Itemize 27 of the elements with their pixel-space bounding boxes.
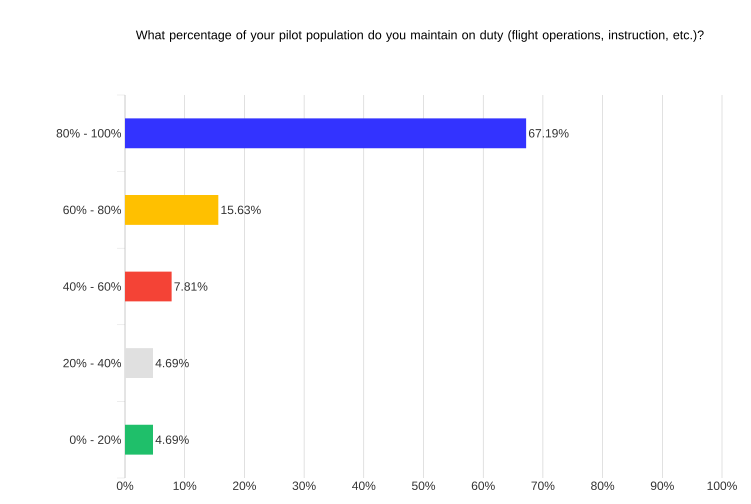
bar	[125, 118, 526, 148]
y-tick-label: 20% - 40%	[63, 358, 122, 368]
x-tick-label: 60%	[472, 482, 495, 490]
x-tick-label: 30%	[292, 482, 316, 490]
x-tick-label: 90%	[650, 482, 674, 490]
data-label: 7.81%	[174, 282, 208, 291]
data-label: 15.63%	[221, 206, 261, 214]
x-tick-label: 50%	[412, 482, 436, 490]
x-tick-label: 100%	[708, 482, 737, 490]
y-tick-label: 40% - 60%	[63, 282, 122, 291]
data-label: 4.69%	[155, 435, 189, 444]
bar	[125, 194, 218, 225]
x-tick-label: 70%	[532, 482, 554, 490]
x-tick-label: 10%	[174, 482, 196, 490]
x-tick-label: 80%	[591, 482, 614, 490]
y-tick-label: 0% - 20%	[70, 435, 122, 444]
y-tick-label: 80% - 100%	[56, 129, 122, 138]
bar	[125, 348, 154, 378]
chart-title: What percentage of your pilot population do you maintain on duty (flight operations, instruction, etc.)?	[136, 30, 704, 42]
data-label: 67.19%	[528, 129, 569, 138]
data-label: 4.69%	[155, 358, 189, 368]
bar	[125, 424, 154, 455]
bar	[125, 272, 172, 302]
x-tick-label: 20%	[232, 482, 256, 490]
y-tick-label: 60% - 80%	[63, 206, 122, 214]
x-tick-label: 40%	[352, 482, 376, 490]
x-tick-label: 0%	[116, 482, 134, 490]
